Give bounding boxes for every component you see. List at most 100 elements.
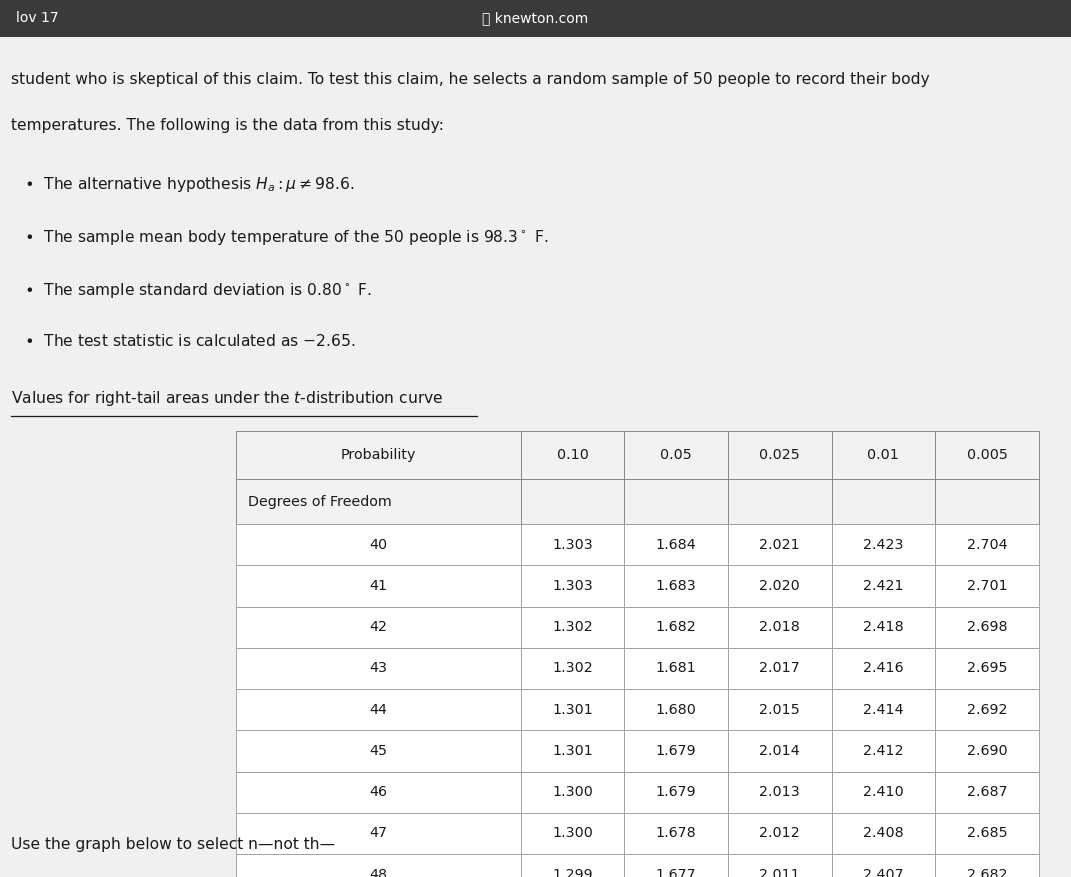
Text: 1.302: 1.302 [552,620,593,634]
Bar [728,813,831,854]
Text: 1.682: 1.682 [655,620,696,634]
Text: 2.408: 2.408 [863,826,904,840]
Text: 2.701: 2.701 [967,579,1008,593]
Text: 0.05: 0.05 [660,448,692,462]
Text: 1.684: 1.684 [655,538,696,552]
Bar [624,772,728,813]
Text: temperatures. The following is the data from this study:: temperatures. The following is the data … [11,118,443,132]
Bar [831,431,935,479]
Text: $\bullet$  The sample standard deviation is $0.80^\circ$ F.: $\bullet$ The sample standard deviation … [24,281,372,300]
Bar [935,689,1039,731]
Bar [521,813,624,854]
Text: $\bullet$  The test statistic is calculated as $-2.65$.: $\bullet$ The test statistic is calculat… [24,333,355,349]
Text: 2.682: 2.682 [967,867,1008,877]
Text: 47: 47 [369,826,387,840]
Text: $\bullet$  The alternative hypothesis $H_a : \mu \neq 98.6$.: $\bullet$ The alternative hypothesis $H_… [24,175,353,195]
Text: 2.418: 2.418 [863,620,904,634]
Bar [236,479,521,524]
Bar [624,854,728,877]
Bar [624,479,728,524]
Text: 41: 41 [369,579,388,593]
Text: 2.407: 2.407 [863,867,904,877]
Bar [521,524,624,566]
Text: 46: 46 [369,785,387,799]
Bar [935,772,1039,813]
Text: 1.301: 1.301 [552,702,593,717]
Bar [831,479,935,524]
Text: 2.698: 2.698 [967,620,1008,634]
Bar [236,648,521,689]
Bar [236,689,521,731]
Text: 1.679: 1.679 [655,785,696,799]
Text: 🔒 knewton.com: 🔒 knewton.com [482,11,589,25]
Bar [728,772,831,813]
Text: 48: 48 [369,867,388,877]
Bar [831,566,935,607]
Bar [935,524,1039,566]
Text: $\bullet$  The sample mean body temperature of the 50 people is $98.3^\circ$ F.: $\bullet$ The sample mean body temperatu… [24,228,548,247]
Text: 2.412: 2.412 [863,744,904,758]
Text: 40: 40 [369,538,388,552]
Text: 1.679: 1.679 [655,744,696,758]
Text: 0.01: 0.01 [868,448,900,462]
Bar [728,479,831,524]
Text: 1.303: 1.303 [552,579,593,593]
Bar [624,607,728,648]
Bar [935,813,1039,854]
Text: 0.10: 0.10 [557,448,588,462]
Bar [236,524,521,566]
Text: Probability: Probability [341,448,416,462]
Text: Degrees of Freedom: Degrees of Freedom [248,495,392,509]
Bar [935,607,1039,648]
Bar [831,689,935,731]
Bar [831,813,935,854]
Bar [935,648,1039,689]
Text: 0.025: 0.025 [759,448,800,462]
Bar [728,731,831,772]
Bar [831,854,935,877]
Bar [624,813,728,854]
Text: student who is skeptical of this claim. To test this claim, he selects a random : student who is skeptical of this claim. … [11,72,930,87]
Bar [831,731,935,772]
Bar [935,479,1039,524]
Text: 2.421: 2.421 [863,579,904,593]
Bar [728,566,831,607]
Bar [521,607,624,648]
Text: 1.681: 1.681 [655,661,696,675]
Text: 45: 45 [369,744,387,758]
Bar [728,431,831,479]
Text: 1.680: 1.680 [655,702,696,717]
Bar [831,607,935,648]
Text: 2.012: 2.012 [759,826,800,840]
Text: 1.302: 1.302 [552,661,593,675]
Bar [728,524,831,566]
Text: 1.677: 1.677 [655,867,696,877]
Bar [0,0,1071,37]
Bar [935,431,1039,479]
Bar [624,566,728,607]
Text: 2.416: 2.416 [863,661,904,675]
Bar [624,689,728,731]
Bar [831,772,935,813]
Bar [521,648,624,689]
Text: 1.301: 1.301 [552,744,593,758]
Bar [236,731,521,772]
Text: 1.683: 1.683 [655,579,696,593]
Text: 2.695: 2.695 [967,661,1008,675]
Bar [624,431,728,479]
Bar [521,479,624,524]
Bar [521,689,624,731]
Text: 42: 42 [369,620,387,634]
Text: Values for right-tail areas under the $t$-distribution curve: Values for right-tail areas under the $t… [11,389,443,409]
Text: 1.303: 1.303 [552,538,593,552]
Text: lov 17: lov 17 [16,11,59,25]
Text: 44: 44 [369,702,387,717]
Bar [935,566,1039,607]
Bar [236,431,521,479]
Bar [831,524,935,566]
Text: 1.299: 1.299 [553,867,592,877]
Text: 2.011: 2.011 [759,867,800,877]
Text: 2.014: 2.014 [759,744,800,758]
Bar [521,854,624,877]
Text: 2.414: 2.414 [863,702,904,717]
